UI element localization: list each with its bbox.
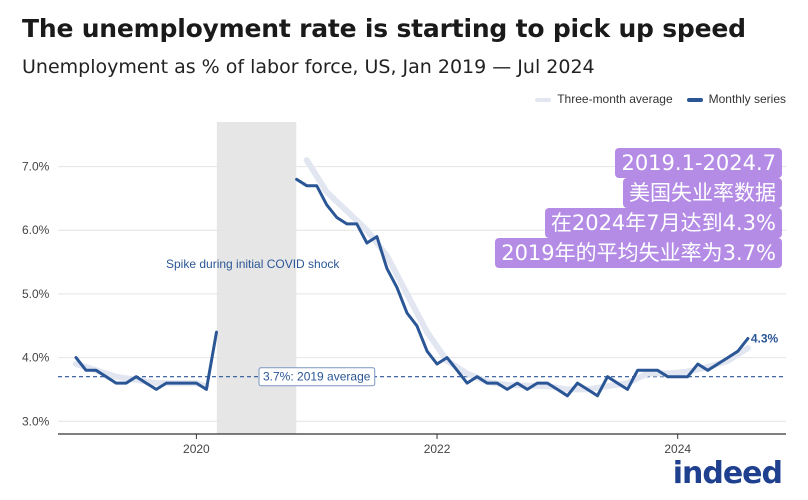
legend: Three-month average Monthly series xyxy=(535,92,786,106)
overlay-line-3: 在2024年7月达到4.3% xyxy=(544,208,782,238)
annotation-overlay: 2019.1-2024.7 美国失业率数据 在2024年7月达到4.3% 201… xyxy=(495,148,782,268)
covid-annotation: Spike during initial COVID shock xyxy=(166,257,340,271)
legend-monthly-label: Monthly series xyxy=(708,92,786,106)
overlay-line-2: 美国失业率数据 xyxy=(623,178,782,208)
overlay-line-1: 2019.1-2024.7 xyxy=(615,148,782,178)
overlay-line-4: 2019年的平均失业率为3.7% xyxy=(495,238,782,268)
y-tick-label: 7.0% xyxy=(22,160,50,174)
x-tick-label: 2024 xyxy=(664,442,691,456)
x-tick-label: 2020 xyxy=(183,442,210,456)
monthly-series-line xyxy=(74,330,218,391)
legend-three-month-swatch xyxy=(535,97,552,102)
chart-title: The unemployment rate is starting to pic… xyxy=(22,14,746,43)
y-tick-label: 4.0% xyxy=(22,351,50,365)
y-tick-label: 3.0% xyxy=(22,414,50,428)
chart-subtitle: Unemployment as % of labor force, US, Ja… xyxy=(22,56,595,78)
y-tick-label: 6.0% xyxy=(22,223,50,237)
legend-three-month: Three-month average xyxy=(535,92,673,106)
reference-line-label-box xyxy=(258,367,376,387)
covid-shaded-region xyxy=(216,122,297,434)
legend-three-month-label: Three-month average xyxy=(557,92,673,106)
y-tick-label: 5.0% xyxy=(22,287,50,301)
monthly-series-line xyxy=(295,177,750,398)
indeed-logo: indeed xyxy=(672,456,783,491)
x-tick-label: 2022 xyxy=(424,442,451,456)
legend-monthly-swatch xyxy=(686,97,703,102)
reference-line-label: 3.7%: 2019 average xyxy=(263,370,371,384)
end-value-label: 4.3% xyxy=(751,331,779,345)
legend-monthly: Monthly series xyxy=(686,92,786,106)
